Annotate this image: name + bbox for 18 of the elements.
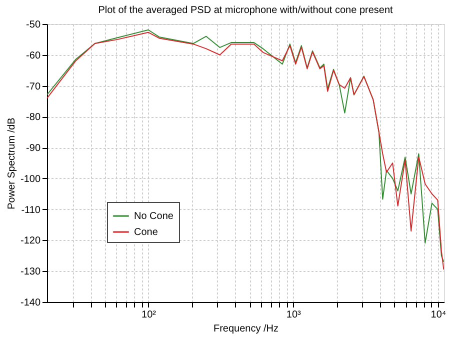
y-tick-label: -80 bbox=[26, 112, 41, 124]
y-tick-label: -140 bbox=[20, 298, 41, 308]
y-tick-label: -120 bbox=[20, 236, 41, 247]
x-axis-title: Frequency /Hz bbox=[213, 324, 279, 334]
y-tick-label: -90 bbox=[26, 143, 41, 154]
y-axis-title: Power Spectrum /dB bbox=[6, 117, 18, 210]
y-tick-label: -60 bbox=[26, 50, 41, 62]
legend-label: No Cone bbox=[134, 211, 174, 222]
x-tick-label: 10⁴ bbox=[430, 310, 446, 320]
chart-title: Plot of the averaged PSD at microphone with/without cone present bbox=[98, 5, 394, 16]
y-tick-label: -50 bbox=[26, 20, 41, 30]
y-tick-label: -100 bbox=[20, 174, 41, 185]
y-tick-label: -70 bbox=[26, 81, 41, 92]
y-tick-label: -110 bbox=[21, 204, 41, 216]
y-tick-label: -130 bbox=[20, 266, 41, 278]
legend-label: Cone bbox=[134, 227, 158, 238]
x-tick-label: 10³ bbox=[286, 310, 302, 320]
x-tick-label: 10² bbox=[142, 310, 157, 320]
